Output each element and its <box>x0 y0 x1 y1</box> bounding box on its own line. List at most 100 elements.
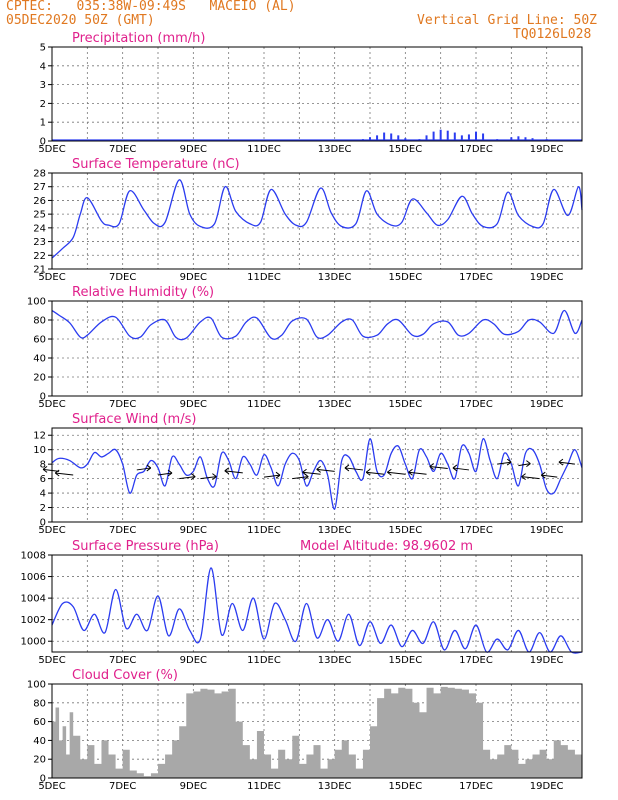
x-tick-label: 15DEC <box>388 144 422 155</box>
precip-bar <box>482 133 485 141</box>
y-tick-label: 60 <box>33 335 46 346</box>
wind-arrow-head <box>540 471 546 479</box>
header-station: CPTEC: 035:38W-09:49S MACEIO (AL) <box>6 0 296 14</box>
precip-bar <box>390 133 393 141</box>
panel-temp: 21 22 23 24 25 26 27 28 5DEC 7DEC 9DEC 11DEC 13DEC 15… <box>33 157 583 283</box>
y-tick-label: 21 <box>33 265 46 276</box>
panel-frame <box>51 46 583 142</box>
x-tick-label: 9DEC <box>180 144 207 155</box>
y-tick-label: 8 <box>40 460 46 471</box>
y-tick-label: 2 <box>40 99 46 110</box>
wind-arrow-head <box>302 468 307 476</box>
x-tick-label: 9DEC <box>180 525 207 536</box>
x-tick-label: 15DEC <box>388 399 422 410</box>
wind-arrow-head <box>224 467 230 475</box>
y-tick-label: 20 <box>33 755 46 766</box>
panel-title: Relative Humidity (%) <box>72 285 214 300</box>
y-tick-label: 4 <box>40 61 46 72</box>
series-line-temp <box>51 179 583 259</box>
panel-wind: 0 2 4 6 8 10 12 5DEC 7DEC 9DEC 11DEC 13DEC 15DEC 17DE… <box>33 412 583 536</box>
precip-bar <box>376 135 379 141</box>
y-tick-label: 20 <box>33 373 46 384</box>
y-tick-label: 1006 <box>21 572 46 583</box>
precip-bar <box>460 135 463 141</box>
x-tick-label: 15DEC <box>388 781 422 792</box>
wind-arrow-head <box>558 458 564 466</box>
panel-title: Surface Pressure (hPa) <box>72 539 219 554</box>
wind-arrow <box>263 474 281 478</box>
precip-bar <box>467 134 470 141</box>
y-tick-label: 80 <box>33 698 46 709</box>
y-tick-label: 12 <box>33 431 46 442</box>
y-tick-label: 0 <box>40 392 46 403</box>
y-tick-label: 22 <box>33 251 46 262</box>
precip-bar <box>383 132 386 141</box>
x-tick-label: 17DEC <box>459 399 493 410</box>
cloud-cover-area <box>52 686 582 778</box>
wind-arrow-head <box>365 468 371 476</box>
y-tick-label: 2 <box>40 503 46 514</box>
precip-bar <box>510 137 513 141</box>
y-tick-label: 1 <box>40 118 46 129</box>
panel-title: Surface Temperature (nC) <box>72 157 240 172</box>
precip-bar <box>425 135 428 141</box>
wind-arrow <box>316 468 335 472</box>
x-tick-label: 13DEC <box>318 655 352 666</box>
x-tick-label: 15DEC <box>388 525 422 536</box>
wind-arrow <box>558 461 575 465</box>
wind-arrow <box>43 468 60 472</box>
x-tick-label: 7DEC <box>109 655 136 666</box>
x-tick-label: 5DEC <box>38 399 65 410</box>
y-tick-label: 5 <box>40 43 46 54</box>
precip-bar <box>446 130 449 141</box>
y-tick-label: 23 <box>33 237 46 248</box>
x-tick-label: 7DEC <box>109 272 136 283</box>
y-tick-label: 4 <box>40 489 46 500</box>
wind-arrow-head <box>190 473 196 481</box>
x-tick-label: 17DEC <box>459 781 493 792</box>
wind-arrow <box>179 476 196 480</box>
wind-arrow <box>387 471 406 475</box>
wind-arrow-head <box>42 465 48 473</box>
panel-rh: 0 20 40 60 80 100 5DEC 7DEC 9DEC 11DEC 13DEC 15DEC 1… <box>27 285 583 410</box>
wind-arrow <box>497 461 512 465</box>
x-tick-label: 11DEC <box>247 399 281 410</box>
y-tick-label: 28 <box>33 169 46 180</box>
y-tick-label: 40 <box>33 736 46 747</box>
wind-arrow <box>408 471 427 475</box>
x-tick-label: 19DEC <box>530 525 564 536</box>
x-tick-label: 5DEC <box>38 144 65 155</box>
wind-arrow <box>429 465 448 469</box>
wind-arrow <box>224 470 243 474</box>
x-tick-label: 13DEC <box>318 781 352 792</box>
wind-arrow-head <box>506 458 512 466</box>
x-tick-label: 13DEC <box>318 272 352 283</box>
x-tick-label: 5DEC <box>38 525 65 536</box>
panel-title: Precipitation (mm/h) <box>72 31 205 46</box>
x-tick-label: 15DEC <box>388 655 422 666</box>
x-tick-label: 19DEC <box>530 781 564 792</box>
y-tick-label: 1002 <box>21 615 46 626</box>
x-tick-label: 9DEC <box>180 399 207 410</box>
x-tick-label: 5DEC <box>38 655 65 666</box>
x-tick-label: 19DEC <box>530 144 564 155</box>
wind-arrow <box>200 476 217 480</box>
wind-arrow <box>518 463 531 467</box>
y-tick-label: 24 <box>33 223 46 234</box>
precip-bar <box>453 132 456 141</box>
wind-arrow-head <box>452 464 458 472</box>
y-tick-label: 3 <box>40 80 46 91</box>
x-tick-label: 13DEC <box>318 525 352 536</box>
precip-bar <box>475 131 477 141</box>
y-tick-label: 40 <box>33 354 46 365</box>
panel-frame <box>51 554 583 653</box>
x-tick-label: 9DEC <box>180 781 207 792</box>
wind-arrow-head <box>167 469 173 477</box>
precip-bar <box>439 129 442 141</box>
panel-title: Surface Wind (m/s) <box>72 412 196 427</box>
wind-arrow-head <box>521 473 526 481</box>
y-tick-label: 80 <box>33 316 46 327</box>
x-tick-label: 17DEC <box>459 525 493 536</box>
x-tick-label: 7DEC <box>109 399 136 410</box>
